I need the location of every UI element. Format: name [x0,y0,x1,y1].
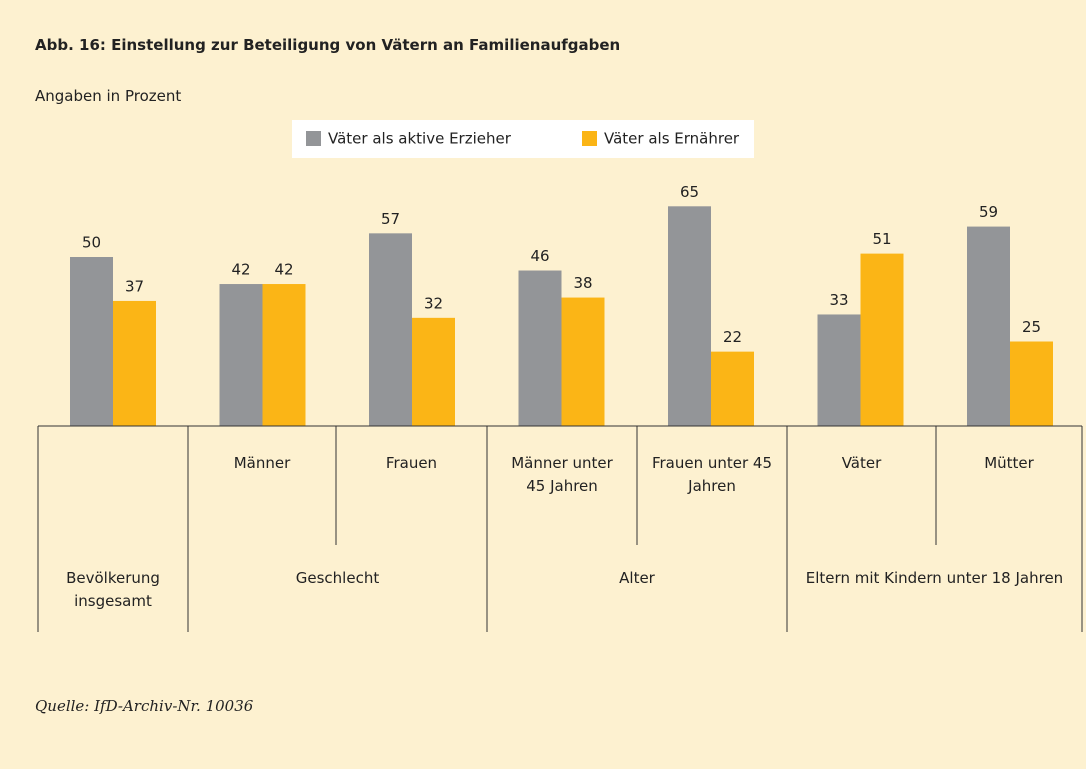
value-label: 33 [829,291,848,309]
value-label: 65 [680,183,699,201]
bar [561,297,605,426]
bar [113,300,156,426]
bar [412,317,455,426]
value-label: 32 [424,294,443,312]
category-label: Väter [841,454,882,472]
bar [262,284,306,426]
value-label: 50 [82,234,101,252]
value-label: 42 [231,261,250,279]
category-label: Frauen unter 45 Jahren [651,454,773,495]
bar [860,253,904,426]
bar [711,351,754,426]
value-label: 37 [125,277,144,295]
legend-swatch [306,131,321,146]
value-label: 22 [723,328,742,346]
legend-label: Väter als Ernährer [604,130,740,148]
category-label: Mütter [984,454,1034,472]
chart-subtitle: Angaben in Prozent [35,87,182,105]
value-label: 57 [381,210,400,228]
bar [668,206,711,426]
group-label: Alter [619,569,655,587]
value-label: 59 [979,203,998,221]
chart-title: Abb. 16: Einstellung zur Beteiligung von… [35,36,621,54]
bar [369,233,412,426]
bar [518,270,562,426]
value-label: 38 [573,274,592,292]
category-label: Männer unter 45 Jahren [511,454,613,495]
bar [70,257,113,426]
value-label: 51 [872,230,891,248]
bar [1010,341,1053,426]
legend-box [292,120,754,158]
legend-swatch [582,131,597,146]
group-label: Eltern mit Kindern unter 18 Jahren [805,569,1064,587]
source-note: Quelle: IfD-Archiv-Nr. 10036 [35,697,254,715]
value-label: 25 [1022,318,1041,336]
category-label: Männer [233,454,291,472]
value-label: 42 [274,261,293,279]
group-label: Bevölkerung insgesamt [66,569,160,610]
bar [817,314,861,426]
group-label: Geschlecht [295,569,380,587]
category-label: Frauen [385,454,438,472]
value-label: 46 [530,247,549,265]
bar [967,226,1010,426]
legend-label: Väter als aktive Erzieher [328,130,512,148]
bar [219,284,263,426]
